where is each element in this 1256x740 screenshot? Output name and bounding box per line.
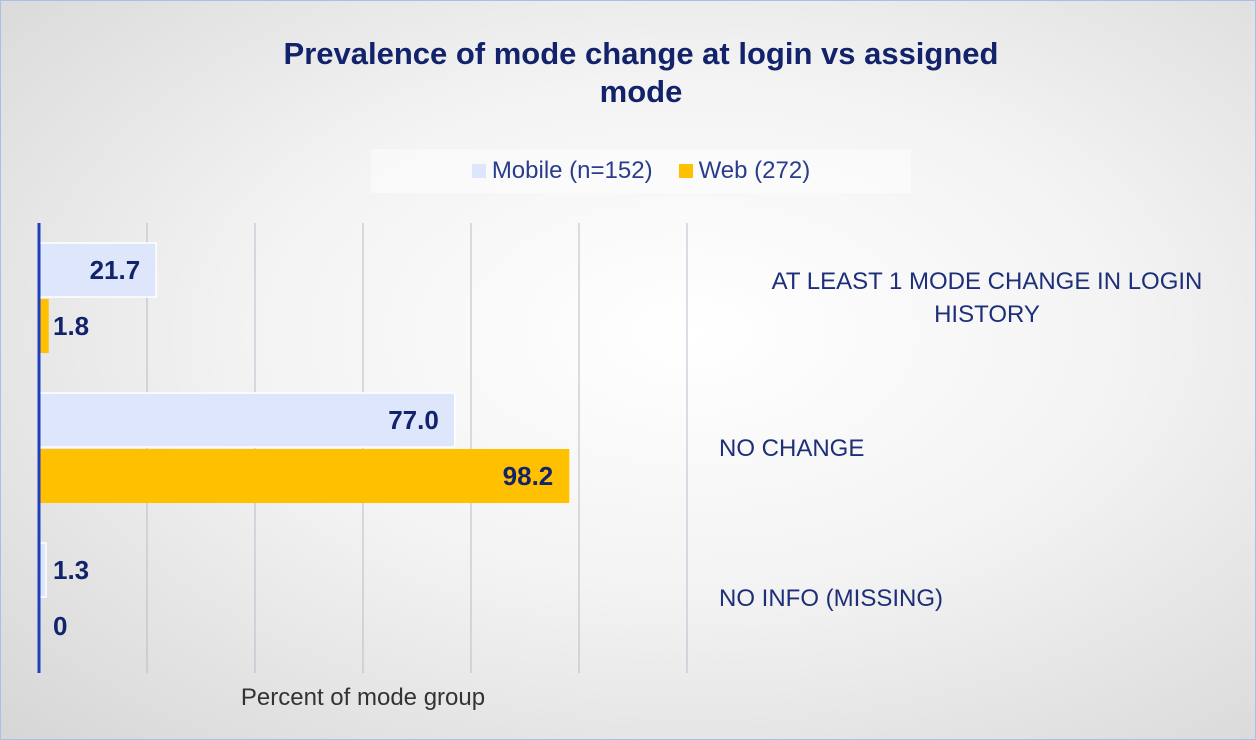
legend-swatch: [678, 164, 693, 178]
x-axis-title: Percent of mode group: [240, 684, 486, 711]
legend-label: Mobile (n=152): [491, 157, 653, 184]
legend: Mobile (n=152) Web (272): [371, 149, 911, 193]
category-label: NO CHANGE: [719, 434, 865, 462]
bar: [39, 299, 49, 353]
value-label: 98.2: [503, 461, 554, 491]
value-label: 1.3: [53, 555, 89, 585]
category-label: NO INFO (MISSING): [719, 584, 943, 612]
chart-title: Prevalence of mode change at login vs as…: [283, 36, 999, 109]
value-label: 77.0: [388, 405, 439, 435]
value-label: 0: [53, 611, 67, 641]
value-label: 1.8: [53, 311, 89, 341]
bar: [38, 242, 157, 298]
bar: [38, 392, 456, 448]
legend-item: Mobile (n=152): [471, 157, 653, 185]
value-label: 21.7: [90, 255, 141, 285]
category-label: AT LEAST 1 MODE CHANGE IN LOGIN HISTORY: [771, 268, 1203, 328]
bar: [39, 449, 570, 503]
legend-label: Web (272): [698, 157, 811, 184]
legend-item: Web (272): [678, 157, 811, 185]
legend-swatch: [471, 164, 486, 178]
